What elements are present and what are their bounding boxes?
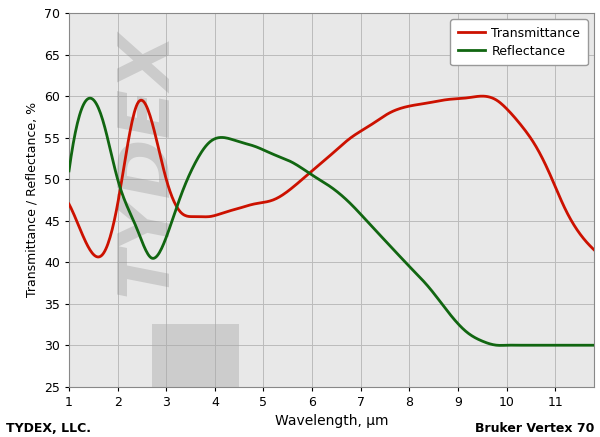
Reflectance	[497, 343, 504, 348]
Transmittance	[316, 162, 323, 167]
Reflectance	[316, 177, 323, 182]
Reflectance	[65, 168, 73, 173]
Reflectance	[498, 343, 505, 348]
Line: Transmittance: Transmittance	[69, 96, 594, 257]
Transmittance	[319, 160, 326, 165]
Reflectance	[590, 343, 598, 348]
Transmittance	[479, 94, 486, 99]
Transmittance	[65, 201, 73, 207]
Text: TYDEX, LLC.: TYDEX, LLC.	[6, 422, 91, 435]
Text: TYDEX: TYDEX	[112, 29, 181, 296]
Y-axis label: Transmittance / Reflectance, %: Transmittance / Reflectance, %	[25, 102, 38, 298]
Bar	[152, 324, 239, 387]
Transmittance	[350, 133, 358, 138]
Reflectance	[580, 343, 587, 348]
Transmittance	[95, 254, 102, 260]
Transmittance	[498, 101, 505, 107]
Reflectance	[86, 96, 94, 101]
Legend: Transmittance, Reflectance: Transmittance, Reflectance	[450, 19, 588, 66]
Line: Reflectance: Reflectance	[69, 98, 594, 345]
X-axis label: Wavelength, μm: Wavelength, μm	[275, 414, 388, 428]
Reflectance	[350, 205, 358, 210]
Reflectance	[379, 235, 386, 240]
Transmittance	[379, 114, 386, 120]
Transmittance	[590, 247, 598, 252]
Transmittance	[580, 236, 587, 241]
Text: Bruker Vertex 70: Bruker Vertex 70	[475, 422, 594, 435]
Reflectance	[319, 179, 326, 184]
